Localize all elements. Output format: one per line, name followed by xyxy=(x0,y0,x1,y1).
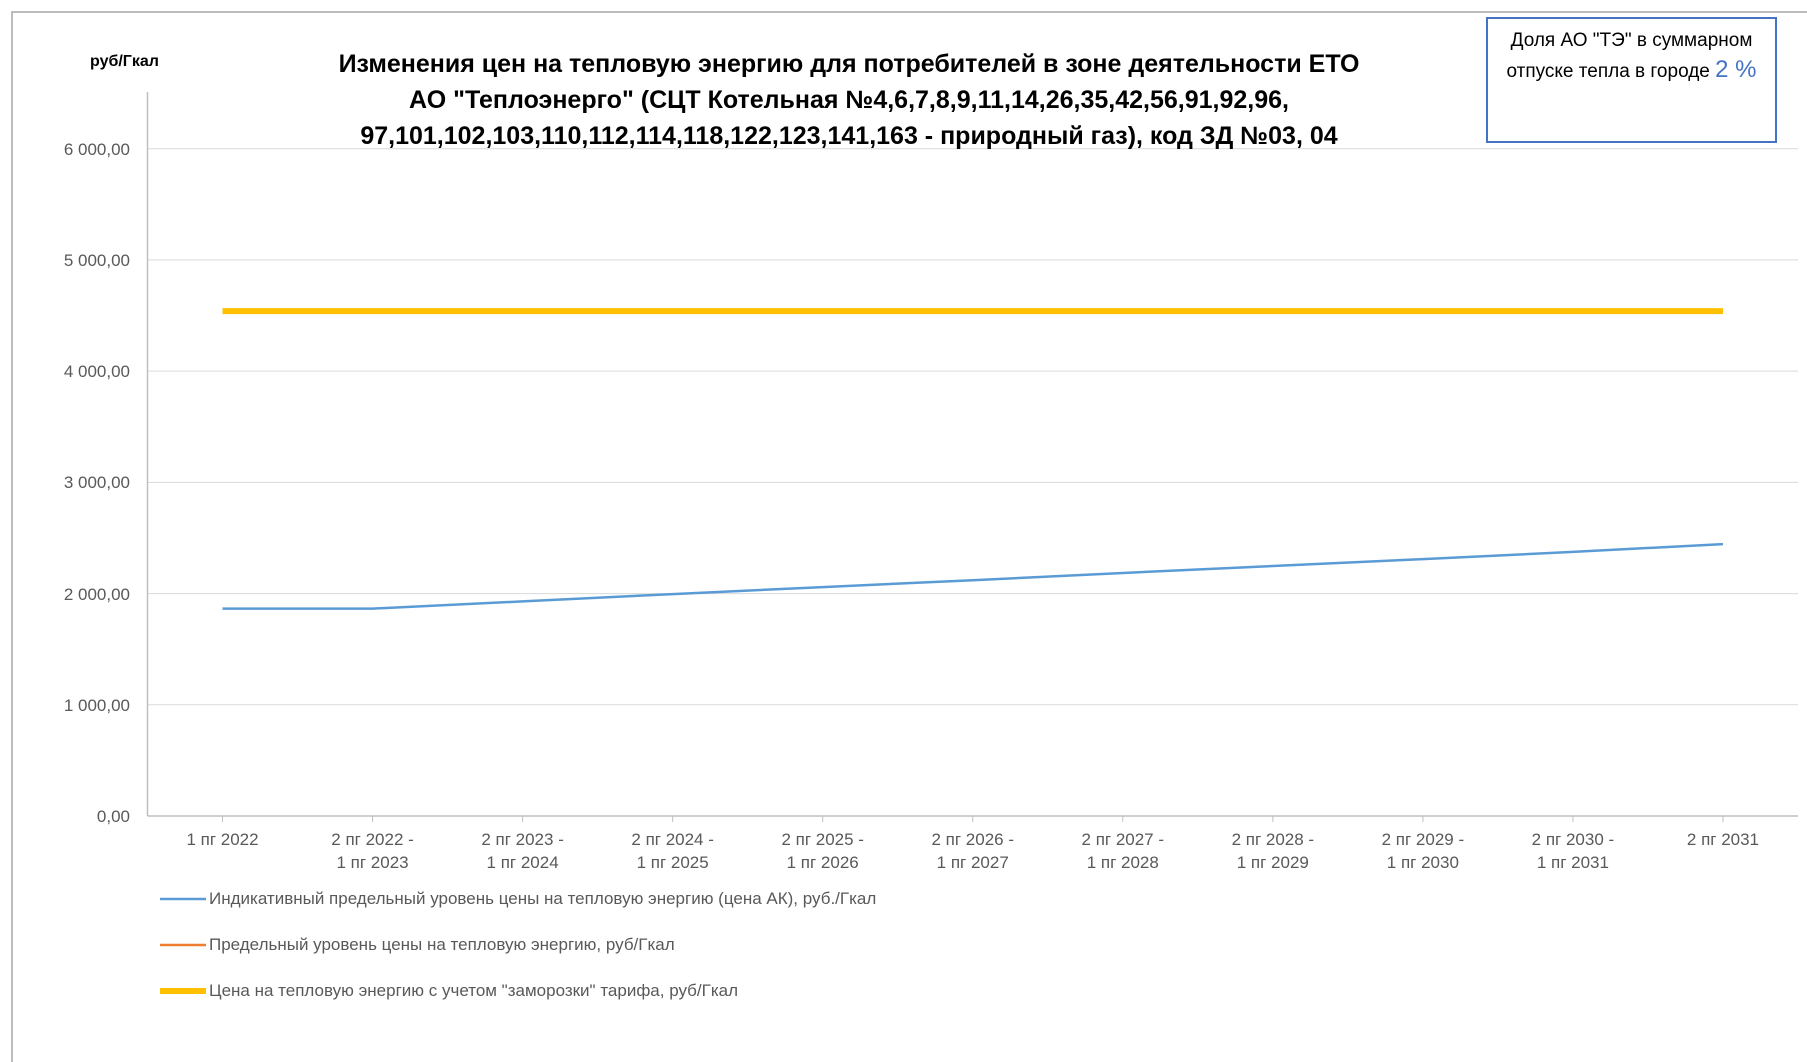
y-tick-label: 0,00 xyxy=(96,807,130,826)
x-tick-label: 2 пг 2031 xyxy=(1686,830,1760,849)
x-tick-label: 2 пг 2025 - 1 пг 2026 xyxy=(781,830,864,872)
annotation-box xyxy=(1486,17,1777,143)
x-tick-label: 1 пг 2022 xyxy=(186,830,259,849)
x-tick-label: 2 пг 2023 - 1 пг 2024 xyxy=(481,830,564,872)
y-tick-label: 5 000,00 xyxy=(63,250,130,270)
y-tick-label: 4 000,00 xyxy=(63,362,130,382)
annotation: Доля АО "ТЭ" в суммарном отпуске тепла в… xyxy=(1495,26,1768,86)
x-tick-label: 2 пг 2024 - 1 пг 2025 xyxy=(631,830,714,872)
legend-label: Предельный уровень цены на тепловую энер… xyxy=(209,935,675,954)
y-tick-label: 1 000,00 xyxy=(63,695,130,715)
chart-title: АО "Теплоэнерго" (СЦТ Котельная №4,6,7,8… xyxy=(409,86,1289,114)
y-tick-label: 2 000,00 xyxy=(63,584,130,604)
legend-label: Цена на тепловую энергию с учетом "замор… xyxy=(209,981,739,1000)
chart-title: 97,101,102,103,110,112,114,118,122,123,1… xyxy=(360,122,1338,150)
y-axis-label: руб/Гкал xyxy=(90,53,159,70)
chart-title: Изменения цен на тепловую энергию для по… xyxy=(338,50,1360,78)
annotation-value: 2 % xyxy=(1715,56,1757,83)
x-tick-label: 2 пг 2029 - 1 пг 2030 xyxy=(1381,830,1465,872)
legend-label: Индикативный предельный уровень цены на … xyxy=(209,889,877,908)
x-tick-label: 2 пг 2027 - 1 пг 2028 xyxy=(1081,830,1165,872)
x-tick-label: 2 пг 2030 - 1 пг 2031 xyxy=(1531,830,1615,872)
chart-frame xyxy=(11,11,1807,1062)
x-tick-label: 2 пг 2026 - 1 пг 2027 xyxy=(931,830,1014,872)
x-tick-label: 2 пг 2022 - 1 пг 2023 xyxy=(331,830,414,872)
series-line xyxy=(222,542,1724,610)
annotation-text: Доля АО "ТЭ" в суммарном отпуске тепла в… xyxy=(1506,30,1753,82)
y-tick-label: 3 000,00 xyxy=(63,473,130,493)
x-tick-label: 2 пг 2028 - 1 пг 2029 xyxy=(1231,830,1315,872)
y-tick-label: 6 000,00 xyxy=(63,139,130,159)
